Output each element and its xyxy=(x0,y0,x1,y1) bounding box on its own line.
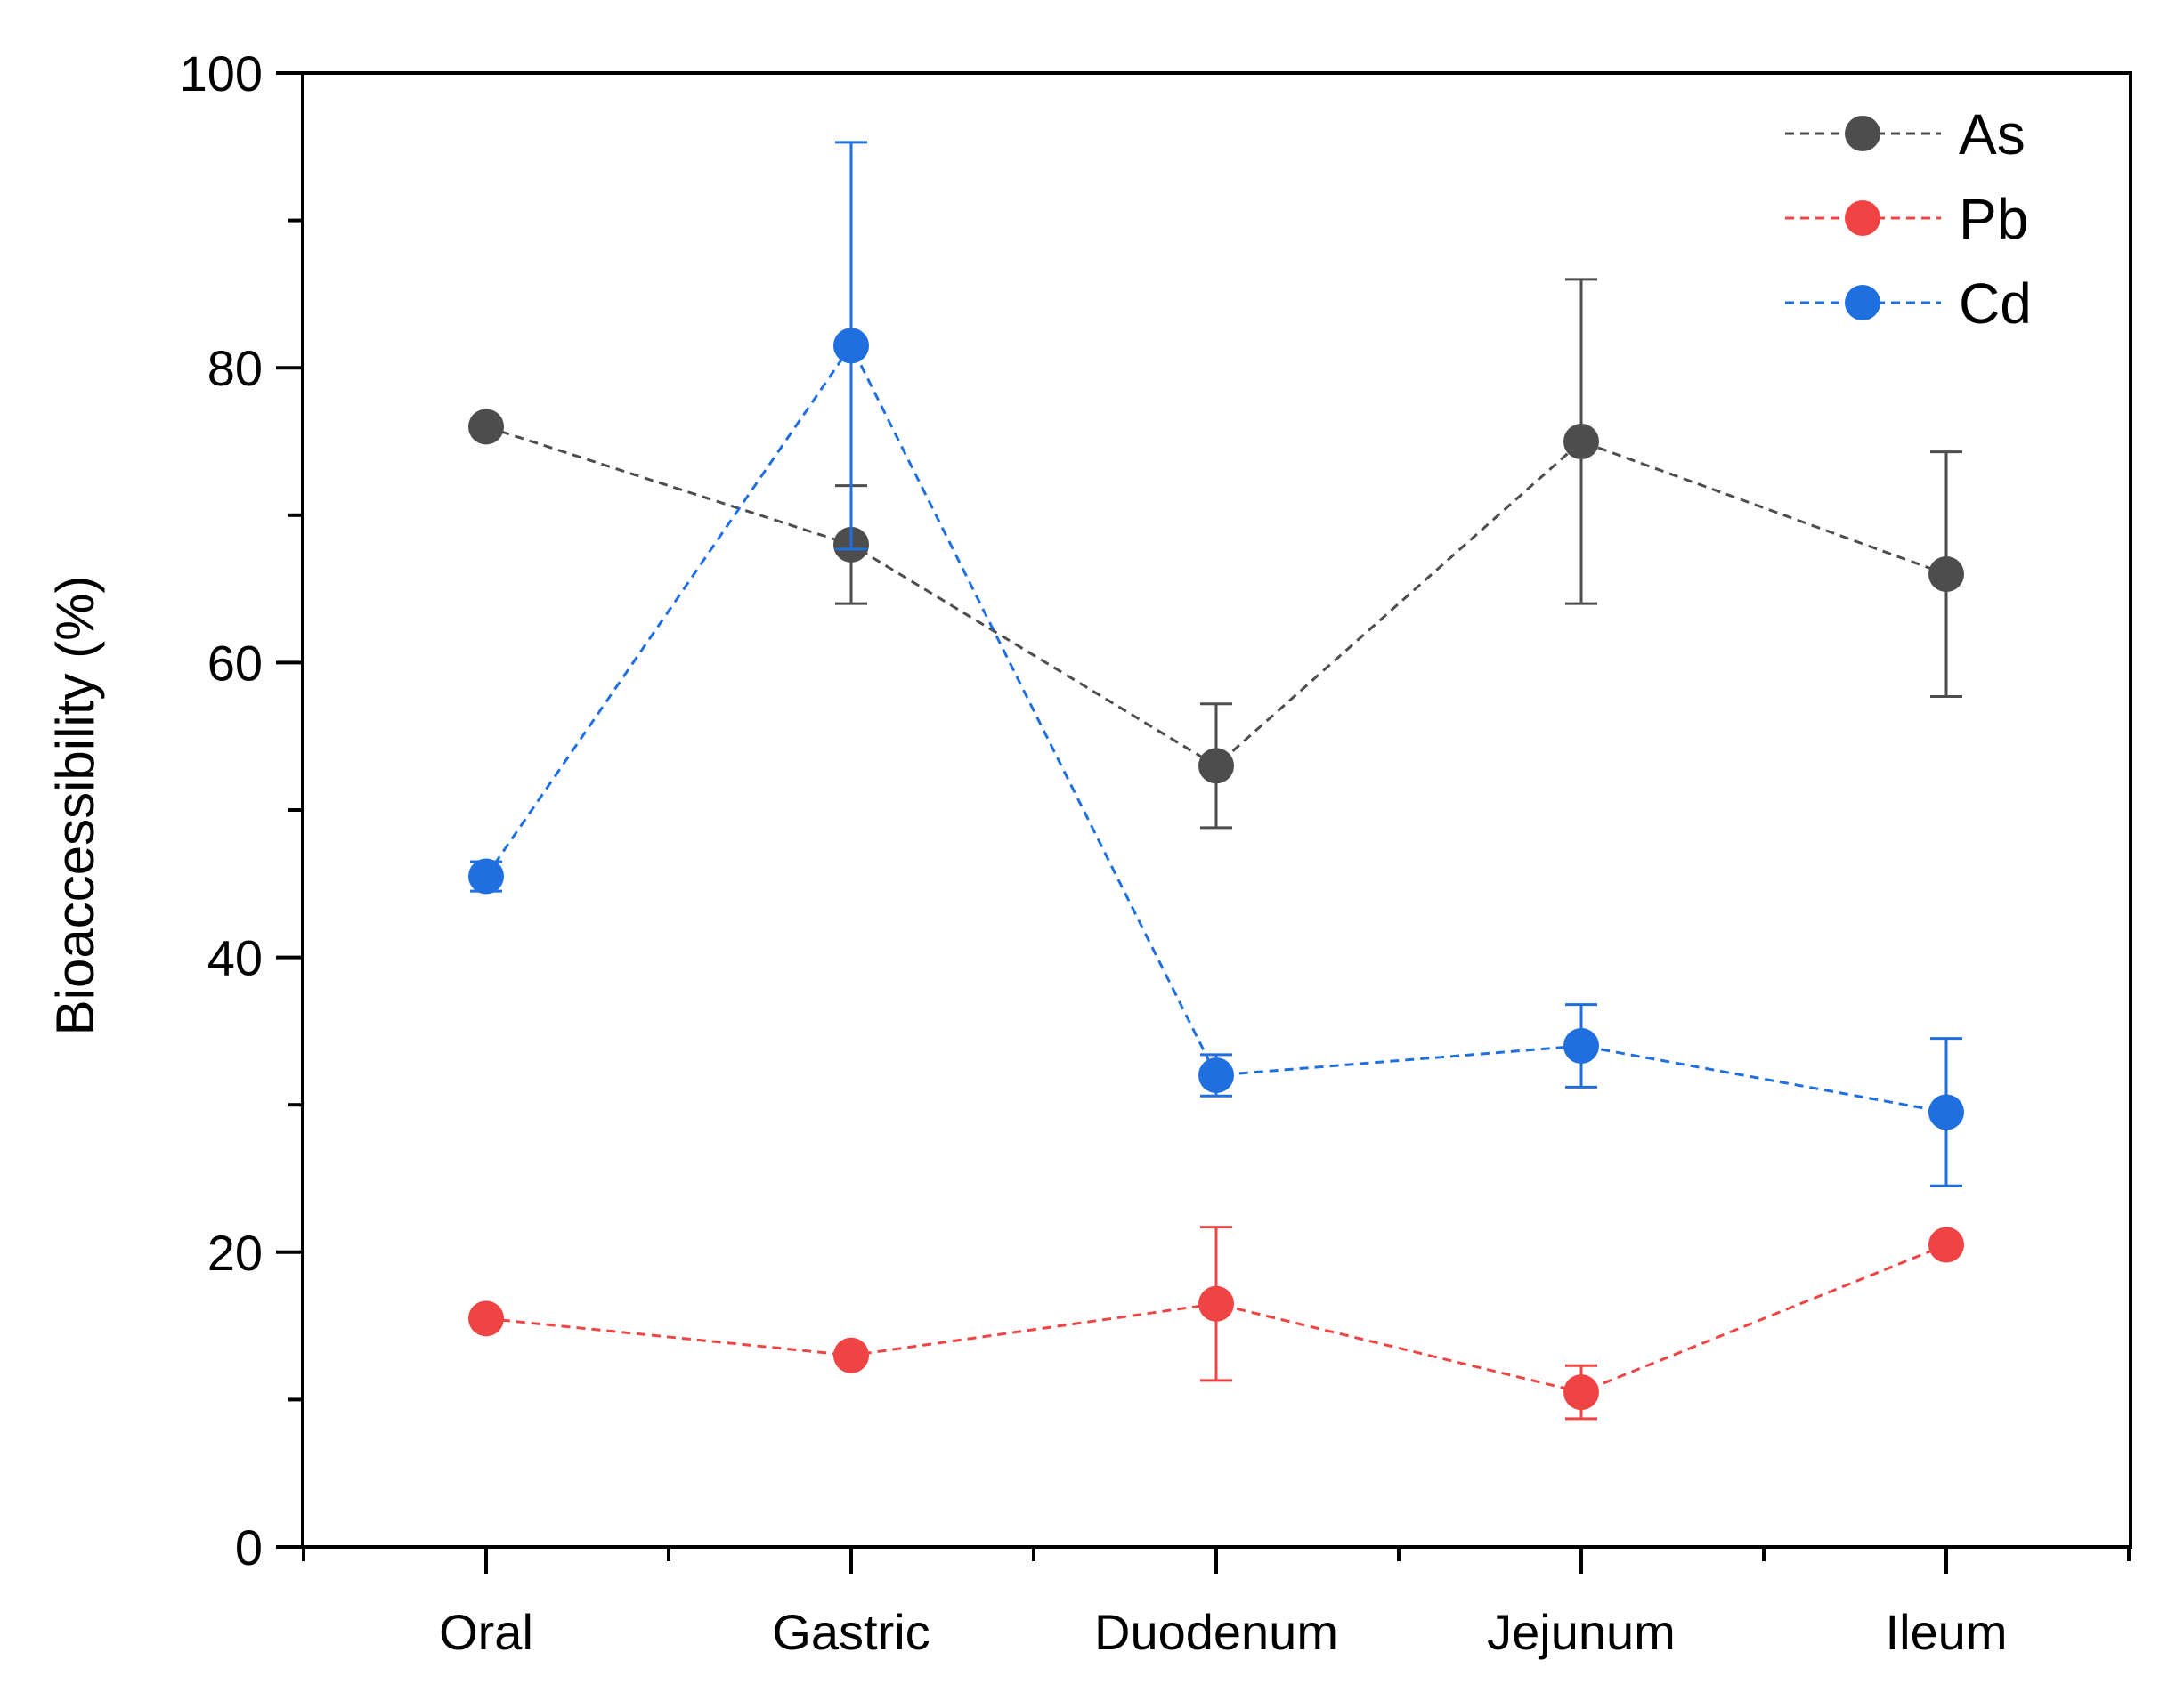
y-tick-label: 80 xyxy=(207,340,263,396)
legend-label: Pb xyxy=(1959,187,2028,251)
y-tick-label: 20 xyxy=(207,1225,263,1281)
x-tick-label: Ileum xyxy=(1886,1604,2008,1660)
legend-item-pb: Pb xyxy=(1785,187,2028,251)
y-ticks: 0 20 40 60 80 100 xyxy=(180,45,303,1575)
data-point xyxy=(1563,1374,1599,1411)
y-tick-label: 100 xyxy=(180,45,263,101)
data-point xyxy=(1928,1094,1964,1130)
series-layer xyxy=(468,141,1964,1421)
data-point xyxy=(1563,1027,1599,1064)
legend-label: As xyxy=(1959,102,2026,166)
legend-marker xyxy=(1845,116,1880,151)
data-point xyxy=(1198,748,1234,784)
x-tick-label: Gastric xyxy=(772,1604,930,1660)
y-tick-label: 40 xyxy=(207,930,263,986)
data-point xyxy=(833,328,869,364)
x-tick-label: Jejunum xyxy=(1487,1604,1676,1660)
data-point xyxy=(468,858,504,895)
legend-item-cd: Cd xyxy=(1785,271,2032,336)
series-as xyxy=(468,278,1964,830)
data-point xyxy=(468,1300,504,1337)
data-point xyxy=(468,409,504,445)
series-line xyxy=(485,1243,1947,1394)
y-tick-label: 60 xyxy=(207,635,263,691)
data-point xyxy=(1928,556,1964,593)
legend-label: Cd xyxy=(1959,271,2032,336)
x-ticks: Oral Gastric Duodenum Jejunum Ileum xyxy=(302,1547,2131,1660)
legend-item-as: As xyxy=(1785,102,2026,166)
legend-marker xyxy=(1845,200,1880,236)
x-tick-label: Duodenum xyxy=(1094,1604,1338,1660)
legend: As Pb Cd xyxy=(1785,102,2032,336)
data-point xyxy=(1198,1057,1234,1094)
data-point xyxy=(1198,1285,1234,1322)
series-pb xyxy=(468,1226,1964,1421)
data-point xyxy=(833,1337,869,1373)
series-cd xyxy=(468,141,1964,1187)
data-point xyxy=(1928,1227,1964,1263)
y-axis-title: Bioaccessibility (%) xyxy=(45,576,105,1036)
data-point xyxy=(1563,424,1599,459)
legend-marker xyxy=(1845,285,1880,320)
y-tick-label: 0 xyxy=(235,1519,263,1575)
x-tick-label: Oral xyxy=(439,1604,533,1660)
